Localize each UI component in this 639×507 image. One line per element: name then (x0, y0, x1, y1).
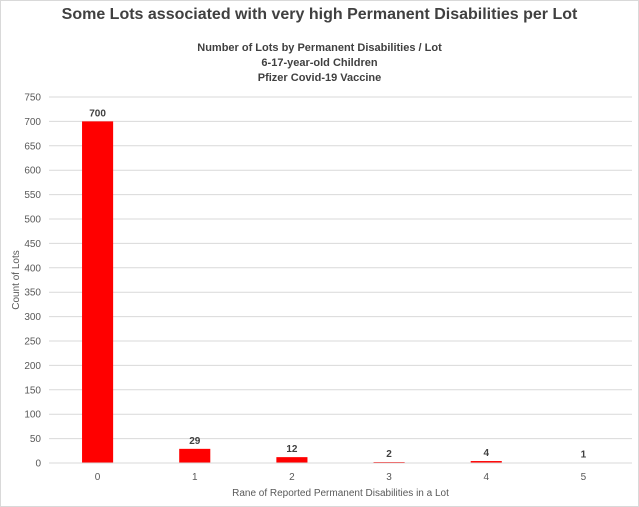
x-axis-title: Rane of Reported Permanent Disabilities … (232, 488, 449, 499)
chart-subtitle-line-2: 6-17-year-old Children (261, 57, 378, 69)
x-tick-label: 2 (289, 472, 295, 483)
y-tick-label: 650 (24, 141, 41, 152)
x-axis-ticks: 0 1 2 3 4 5 (49, 462, 632, 483)
x-tick-label: 4 (483, 472, 489, 483)
y-axis-ticks: 0 50 100 150 200 250 300 350 400 450 500 550 600 650 7… (24, 93, 41, 470)
chart-subtitle-line-3: Pfizer Covid-19 Vaccine (257, 72, 382, 84)
y-tick-label: 150 (24, 385, 41, 396)
y-tick-label: 400 (24, 263, 41, 274)
y-tick-label: 250 (24, 337, 41, 348)
bar (82, 121, 114, 464)
bar (470, 461, 502, 463)
bars (82, 121, 599, 464)
y-axis-title: Count of Lots (11, 250, 22, 309)
data-label: 29 (189, 436, 201, 447)
y-tick-label: 350 (24, 288, 41, 299)
y-tick-label: 0 (35, 459, 41, 470)
data-label: 12 (286, 444, 298, 455)
gridlines (49, 96, 632, 464)
x-tick-label: 1 (192, 472, 198, 483)
y-tick-label: 600 (24, 166, 41, 177)
y-tick-label: 700 (24, 117, 41, 128)
bar (276, 457, 308, 463)
y-tick-label: 200 (24, 361, 41, 372)
x-tick-label: 0 (95, 472, 101, 483)
data-label: 700 (89, 108, 106, 119)
bar (179, 448, 211, 463)
y-tick-label: 450 (24, 239, 41, 250)
data-label: 4 (483, 448, 489, 459)
y-tick-label: 100 (24, 410, 41, 421)
data-label: 2 (386, 449, 392, 460)
chart-title: Some Lots associated with very high Perm… (61, 6, 578, 23)
y-tick-label: 500 (24, 215, 41, 226)
y-tick-label: 50 (30, 434, 42, 445)
data-labels: 700 29 12 2 4 1 (89, 108, 586, 460)
x-tick-label: 3 (386, 472, 392, 483)
chart-subtitle-line-1: Number of Lots by Permanent Disabilities… (197, 42, 442, 54)
y-tick-label: 300 (24, 312, 41, 323)
y-tick-label: 750 (24, 93, 41, 104)
x-tick-label: 5 (581, 472, 587, 483)
data-label: 1 (581, 450, 587, 461)
y-tick-label: 550 (24, 190, 41, 201)
